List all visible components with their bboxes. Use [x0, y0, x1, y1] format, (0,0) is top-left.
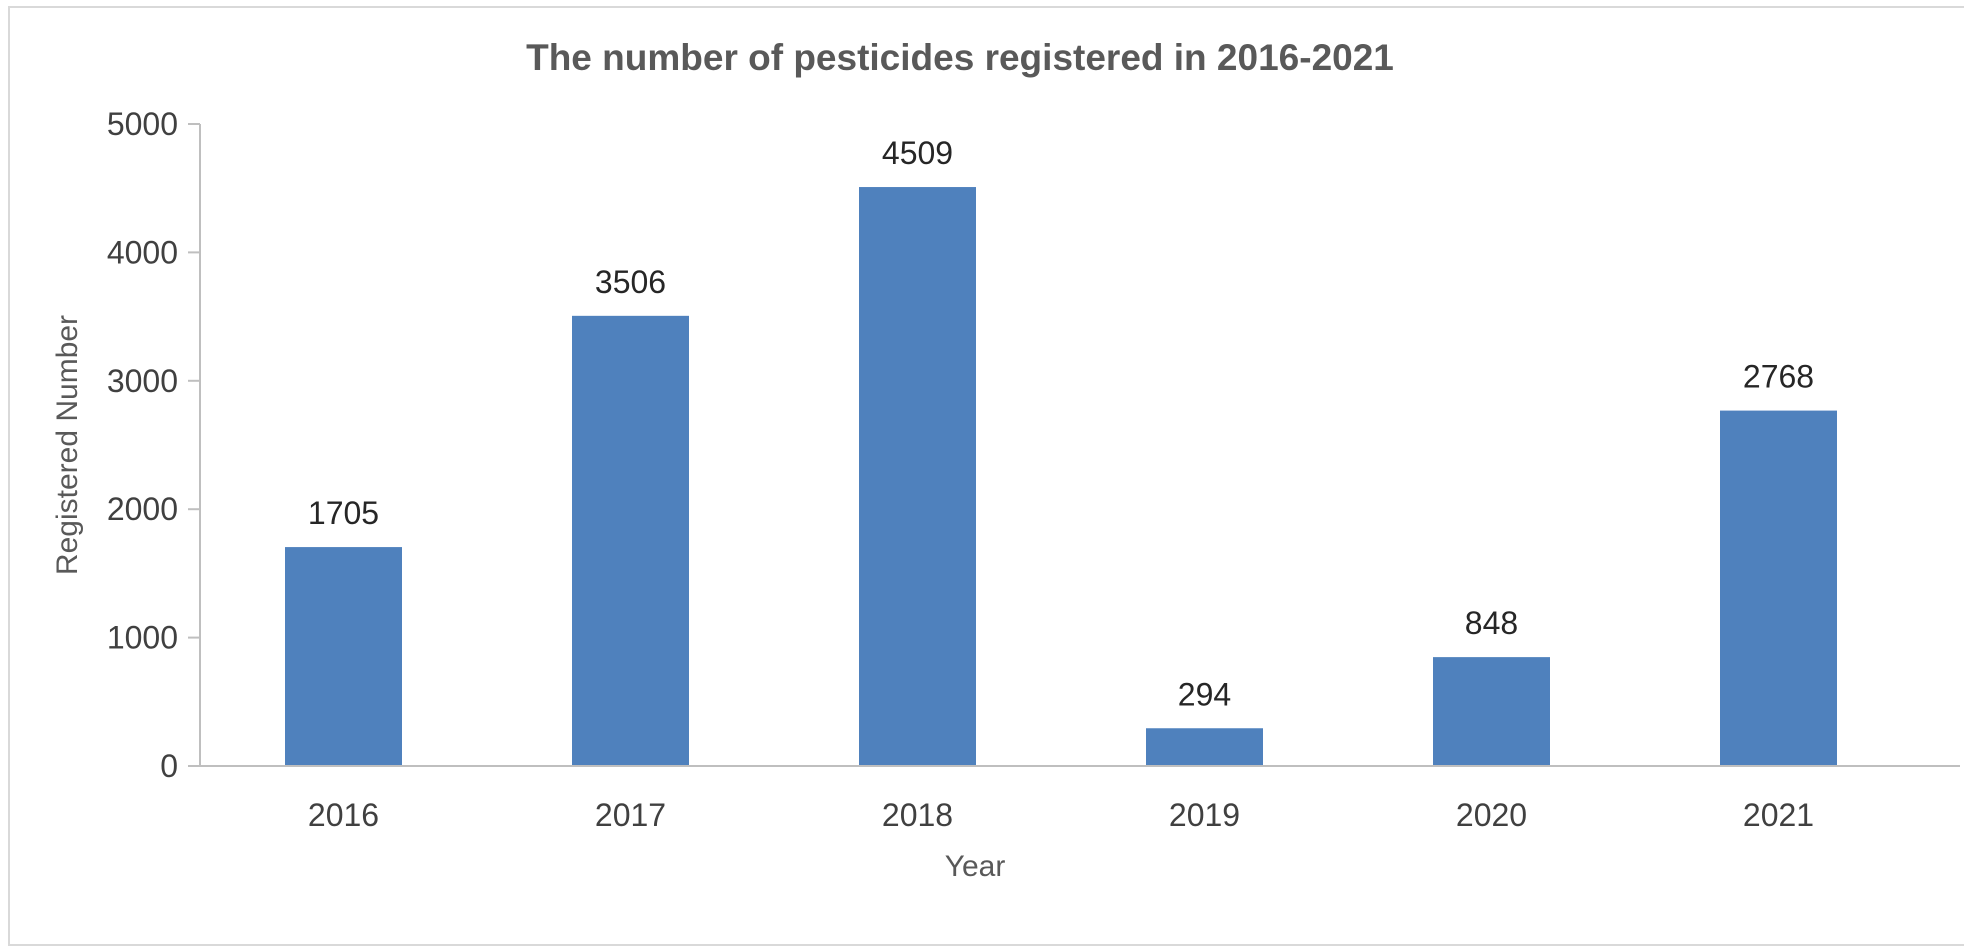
bar-chart: The number of pesticides registered in 2…	[51, 37, 1960, 883]
x-axis-ticks: 2016 2017 2018 2019 2020 2021	[308, 797, 1814, 833]
data-label-2021: 2768	[1743, 359, 1814, 395]
x-tick-label-2020: 2020	[1456, 797, 1527, 833]
data-label-2018: 4509	[882, 135, 953, 171]
bar-2019	[1146, 728, 1263, 766]
data-label-2016: 1705	[308, 495, 379, 531]
x-axis-title: Year	[945, 850, 1006, 883]
y-axis-title: Registered Number	[51, 315, 84, 575]
chart-title: The number of pesticides registered in 2…	[526, 37, 1394, 78]
chart-frame	[8, 6, 1964, 946]
y-tick-label: 2000	[107, 491, 178, 527]
y-axis-ticks: 0 1000 2000 3000 4000 5000	[107, 106, 200, 784]
bar-2017	[572, 315, 689, 766]
y-tick-label: 4000	[107, 234, 178, 270]
bar-2018	[859, 187, 976, 766]
x-tick-label-2017: 2017	[595, 797, 666, 833]
bar-2021	[1720, 410, 1837, 766]
x-tick-label-2016: 2016	[308, 797, 379, 833]
y-tick-label: 5000	[107, 106, 178, 142]
bar-2020	[1433, 657, 1550, 766]
data-label-2020: 848	[1465, 605, 1518, 641]
data-label-2019: 294	[1178, 676, 1231, 712]
y-tick-label: 0	[160, 748, 178, 784]
bar-2016	[285, 547, 402, 766]
y-tick-label: 1000	[107, 620, 178, 656]
x-tick-label-2021: 2021	[1743, 797, 1814, 833]
x-tick-label-2019: 2019	[1169, 797, 1240, 833]
x-tick-label-2018: 2018	[882, 797, 953, 833]
bars	[285, 187, 1837, 766]
data-label-2017: 3506	[595, 264, 666, 300]
data-labels: 1705 3506 4509 294 848 2768	[308, 135, 1814, 712]
y-tick-label: 3000	[107, 363, 178, 399]
